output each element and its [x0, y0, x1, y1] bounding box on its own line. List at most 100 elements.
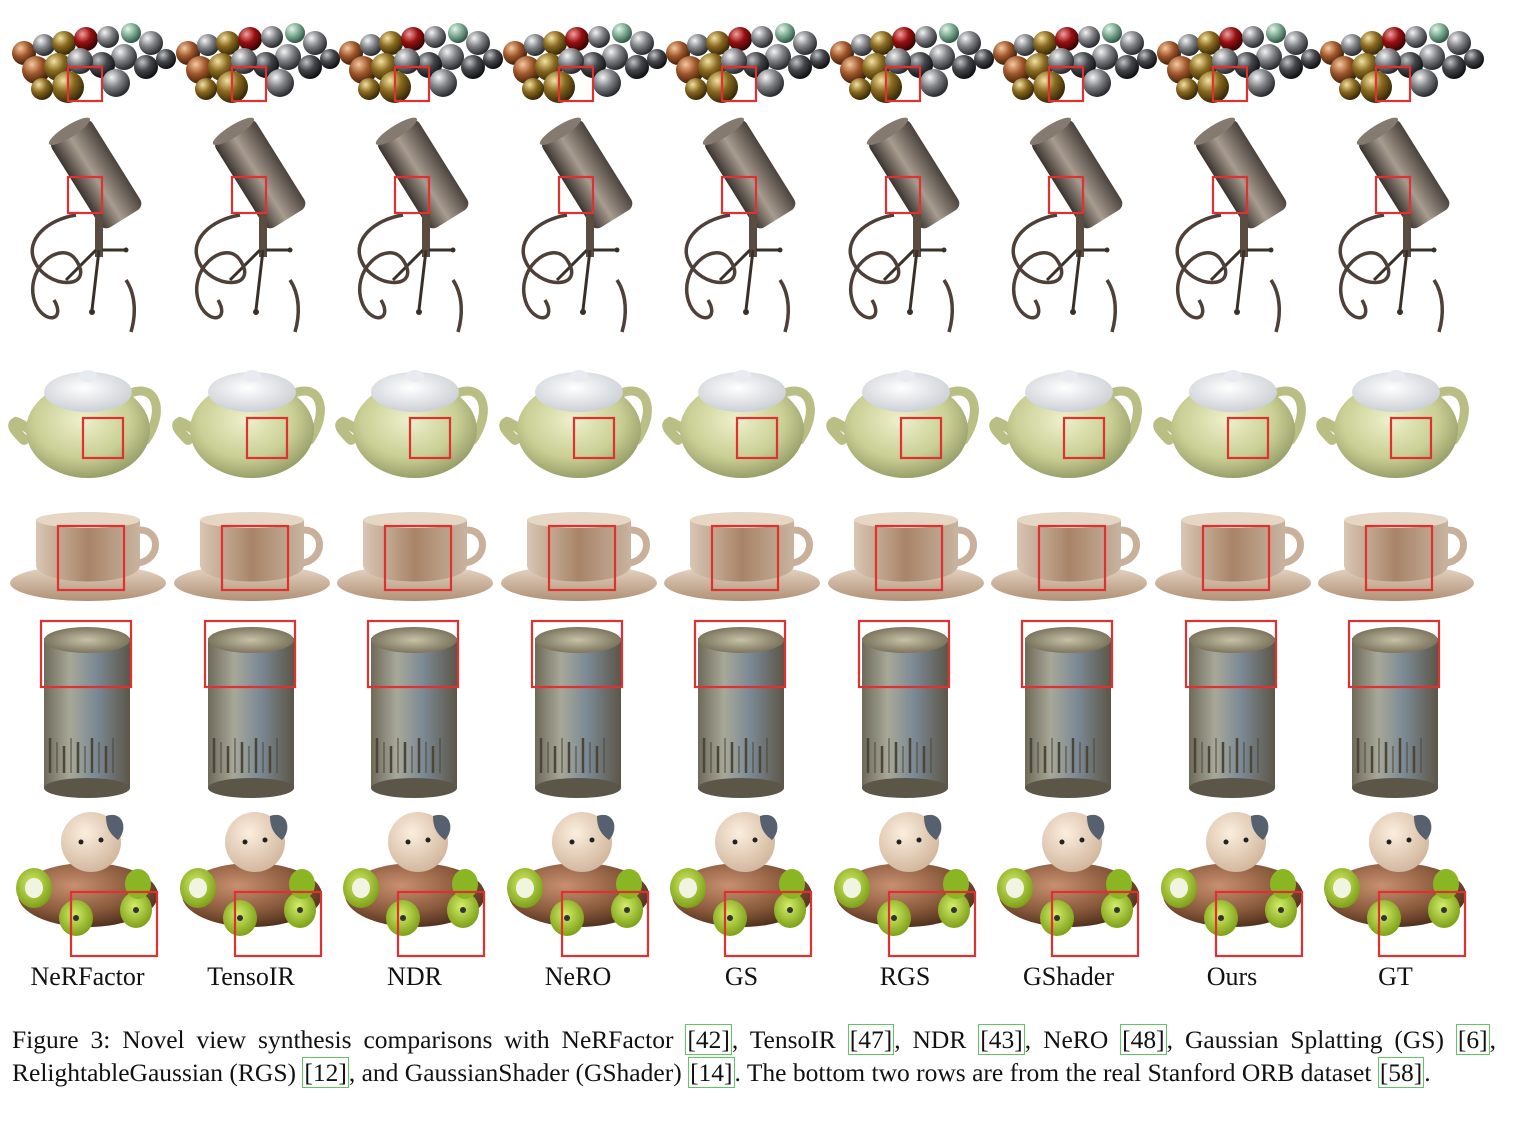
result-image-toy [333, 800, 496, 958]
cup-render [827, 512, 984, 601]
method-label: TensoIR [207, 962, 295, 991]
figure-grid [6, 15, 1484, 958]
figure-caption: Figure 3: Novel view synthesis compariso… [12, 1023, 1496, 1089]
method-labels: NeRFactor TensoIR NDR NeRO GS RGS GShader Ours G… [6, 962, 1476, 1002]
teapot-render [1152, 370, 1306, 478]
result-image-can [170, 618, 333, 798]
method-label: GT [1378, 962, 1413, 991]
cup-render [1318, 512, 1474, 601]
can-render [693, 619, 787, 798]
mic-render [521, 117, 632, 333]
row-can [6, 618, 1476, 798]
citation-link[interactable]: [47] [847, 1024, 895, 1055]
balls-render [502, 23, 667, 103]
cup-render [500, 512, 657, 601]
citation-link[interactable]: [42] [685, 1024, 732, 1055]
result-image-balls [497, 15, 667, 105]
result-image-toy [987, 800, 1150, 958]
caption-text: Figure 3: Novel view synthesis compariso… [12, 1025, 686, 1054]
result-image-can [497, 618, 660, 798]
result-image-mic [170, 117, 333, 333]
mic-render [848, 117, 959, 333]
teapot-render [8, 370, 161, 478]
caption-text: , NeRO [1024, 1025, 1121, 1054]
result-image-toy [497, 800, 660, 958]
result-image-teapot [1314, 350, 1477, 485]
result-image-teapot [333, 350, 496, 485]
mic-render [194, 117, 305, 333]
citation-link[interactable]: [14] [688, 1057, 735, 1088]
result-image-balls [6, 15, 176, 105]
result-image-teapot [170, 350, 333, 485]
can-render [39, 619, 133, 798]
result-image-teapot [497, 350, 660, 485]
balls-render [993, 23, 1157, 103]
caption-text: , Gaussian Splatting (GS) [1166, 1025, 1456, 1054]
result-image-cup [170, 505, 333, 605]
method-label: NDR [387, 962, 442, 991]
citation-link[interactable]: [43] [978, 1024, 1025, 1055]
can-render [530, 619, 623, 798]
result-image-can [6, 618, 169, 798]
can-render [203, 619, 296, 798]
citation-link[interactable]: [6] [1455, 1024, 1490, 1055]
teapot-render [1316, 370, 1469, 478]
teapot-render [498, 370, 652, 478]
result-image-mic [497, 117, 660, 333]
result-image-can [824, 618, 987, 798]
mic-render [1175, 117, 1286, 333]
result-image-teapot [6, 350, 169, 485]
result-image-mic [333, 117, 496, 333]
result-image-balls [333, 15, 503, 105]
result-image-toy [170, 800, 333, 958]
result-image-balls [824, 15, 994, 105]
cup-render [664, 512, 820, 601]
method-label: GS [724, 962, 759, 991]
balls-render [175, 23, 340, 103]
mic-render [1338, 117, 1450, 333]
toy-render [1324, 812, 1467, 958]
mic-render [1011, 117, 1123, 333]
caption-text: , RelightableGaussian (RGS) [12, 1025, 1497, 1087]
balls-render [12, 23, 176, 103]
result-image-cup [1314, 505, 1477, 605]
balls-render [666, 23, 830, 103]
method-label: RGS [879, 962, 931, 991]
result-image-cup [660, 505, 823, 605]
teapot-render [989, 370, 1142, 478]
caption-text: . The bottom two rows are from the real … [734, 1058, 1378, 1087]
result-image-mic [1151, 117, 1314, 333]
balls-render [829, 23, 994, 103]
cup-render [337, 512, 493, 601]
toy-render [343, 812, 486, 958]
result-image-toy [660, 800, 823, 958]
toy-render [670, 812, 813, 958]
citation-link[interactable]: [58] [1377, 1057, 1425, 1088]
teapot-render [171, 370, 325, 478]
can-render [1020, 619, 1114, 798]
result-image-can [1151, 618, 1314, 798]
citation-link[interactable]: [48] [1120, 1024, 1167, 1055]
row-toy [6, 800, 1476, 958]
result-image-mic [1314, 117, 1477, 333]
caption-text: , and GaussianShader (GShader) [348, 1058, 689, 1087]
balls-render [339, 23, 503, 103]
result-image-can [660, 618, 823, 798]
row-mic [6, 117, 1477, 333]
cup-render [173, 512, 330, 601]
result-image-mic [6, 117, 169, 333]
toy-render [833, 812, 976, 958]
result-image-cup [824, 505, 987, 605]
teapot-render [825, 370, 979, 478]
result-image-toy [6, 800, 169, 958]
citation-link[interactable]: [12] [302, 1057, 349, 1088]
can-render [366, 619, 460, 798]
result-image-cup [1151, 505, 1314, 605]
method-label: NeRFactor [30, 962, 145, 991]
result-image-toy [1151, 800, 1314, 958]
result-image-teapot [660, 350, 823, 485]
toy-render [506, 812, 649, 958]
result-image-balls [660, 15, 830, 105]
method-label: NeRO [544, 962, 612, 991]
teapot-render [662, 370, 815, 478]
